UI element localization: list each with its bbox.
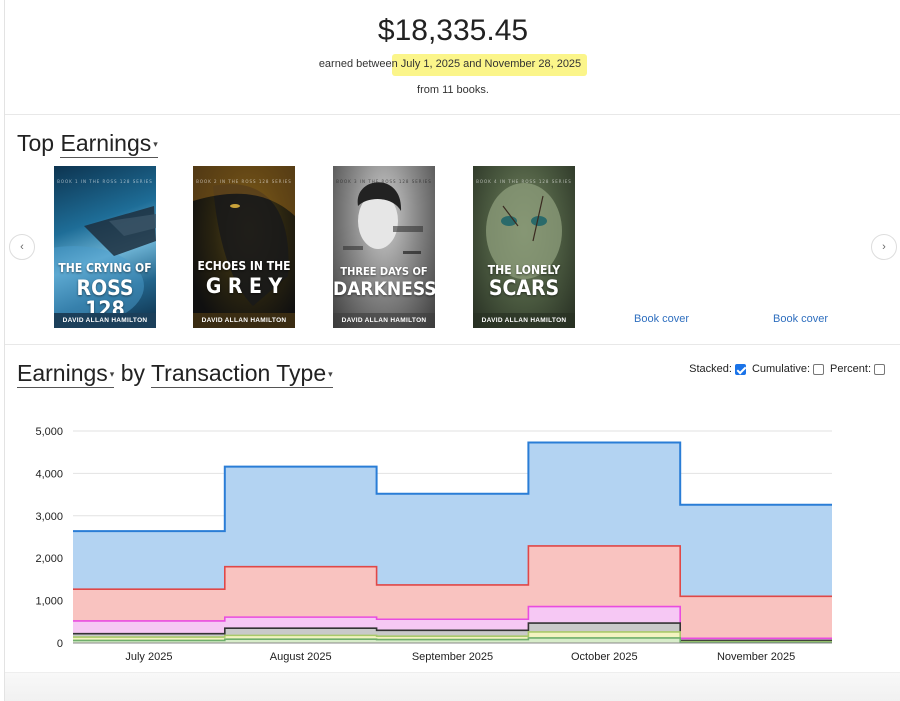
- series-line-5: [73, 637, 832, 644]
- series-line-0: [73, 441, 832, 533]
- breakdown-metric-dropdown[interactable]: Earnings ▾: [17, 360, 115, 388]
- cover-author: DAVID ALLAN HAMILTON: [54, 313, 156, 328]
- x-tick-label: October 2025: [571, 651, 638, 663]
- carousel-prev-button[interactable]: ‹: [9, 234, 35, 260]
- cover-series-text: BOOK 4 IN THE ROSS 128 SERIES: [476, 179, 572, 184]
- cover-series-text: BOOK 3 IN THE ROSS 128 SERIES: [336, 179, 432, 184]
- dimension-dropdown-label: Transaction Type: [150, 360, 327, 386]
- x-tick-label: September 2025: [412, 651, 493, 663]
- cover-art: [486, 183, 562, 279]
- cover-author: DAVID ALLAN HAMILTON: [473, 313, 575, 328]
- caret-down-icon: ▾: [153, 139, 158, 150]
- top-earnings-prefix: Top: [17, 130, 55, 156]
- y-tick-label: 0: [57, 638, 63, 650]
- chart-toggles: Stacked: Cumulative: Percent:: [689, 363, 888, 375]
- metric-dropdown-label: Earnings: [60, 130, 152, 156]
- carousel-next-button[interactable]: ›: [871, 234, 897, 260]
- cover-title-line2: SCARS: [488, 276, 560, 300]
- cover-title-line1: THE LONELY: [487, 263, 561, 277]
- series-line-4: [73, 631, 832, 643]
- percent-checkbox[interactable]: [874, 363, 885, 375]
- earnings-summary: $18,335.45 earned between July 1, 2025 a…: [5, 0, 900, 115]
- x-tick-label: November 2025: [717, 651, 795, 663]
- cover-series-text: BOOK 1 IN THE ROSS 128 SERIES: [57, 179, 153, 184]
- date-range-prefix: earned betwee: [318, 58, 392, 70]
- cover-art: [54, 206, 156, 326]
- book-cover-3[interactable]: BOOK 3 IN THE ROSS 128 SERIES THREE DAYS…: [333, 166, 435, 328]
- y-tick-label: 2,000: [35, 553, 63, 565]
- cover-author: DAVID ALLAN HAMILTON: [333, 313, 435, 328]
- cover-title-line2: G R E Y: [205, 274, 283, 298]
- cumulative-checkbox[interactable]: [813, 363, 825, 375]
- y-tick-label: 5,000: [35, 426, 63, 438]
- book-cover-4[interactable]: BOOK 4 IN THE ROSS 128 SERIES THE LONELY…: [473, 166, 575, 328]
- cover-author: DAVID ALLAN HAMILTON: [193, 313, 295, 328]
- caret-down-icon: ▾: [109, 369, 115, 380]
- cover-series-text: BOOK 2 IN THE ROSS 128 SERIES: [196, 179, 292, 184]
- cumulative-label: Cumulative:: [751, 363, 811, 375]
- chevron-right-icon: ›: [882, 241, 886, 253]
- section-divider: [5, 344, 900, 345]
- book-cover-1[interactable]: BOOK 1 IN THE ROSS 128 SERIES THE CRYING…: [54, 166, 156, 328]
- stacked-label: Stacked:: [689, 363, 732, 375]
- x-tick-label: August 2025: [270, 651, 332, 663]
- date-range-text: earned between July 1, 2025 and November…: [5, 54, 900, 76]
- total-earnings: $18,335.45: [377, 14, 529, 47]
- earnings-stacked-area-chart: 0 1,000 2,000 3,000 4,000 5,000 July 2025 Augus…: [35, 426, 832, 663]
- books-count-text: from 11 books.: [417, 84, 489, 96]
- x-tick-label: July 2025: [125, 651, 172, 663]
- breakdown-by-text: by: [120, 360, 145, 386]
- cover-title-line1: ECHOES IN THE: [197, 259, 291, 273]
- book-cover-placeholder-6[interactable]: Book cover: [773, 313, 829, 325]
- series-area-5: [73, 637, 832, 643]
- stacked-checkbox[interactable]: [734, 363, 746, 375]
- cover-title-line1: THREE DAYS OF: [340, 265, 428, 278]
- breakdown-title: Earnings ▾ by Transaction Type ▾: [17, 360, 333, 388]
- cover-title-line1: THE CRYING OF: [58, 261, 152, 275]
- book-cover-placeholder-5[interactable]: Book cover: [634, 313, 690, 325]
- cover-title-line2: DARKNESS: [333, 278, 435, 300]
- percent-label: Percent:: [830, 363, 871, 375]
- cover-art: [343, 182, 423, 254]
- caret-down-icon: ▾: [328, 369, 333, 380]
- y-tick-label: 3,000: [35, 511, 63, 523]
- series-line-1: [73, 545, 832, 598]
- breakdown-dimension-dropdown[interactable]: Transaction Type ▾: [150, 360, 333, 388]
- cover-art: [193, 166, 295, 306]
- book-cover-2[interactable]: BOOK 2 IN THE ROSS 128 SERIES ECHOES IN …: [193, 166, 295, 328]
- top-earnings-metric-dropdown[interactable]: Earnings ▾: [60, 130, 158, 158]
- page-footer-band: [5, 672, 900, 701]
- y-tick-label: 4,000: [35, 468, 63, 480]
- page-frame: $18,335.45 earned between July 1, 2025 a…: [4, 0, 900, 701]
- metric-dropdown-label: Earnings: [17, 360, 108, 386]
- y-tick-label: 1,000: [35, 596, 63, 608]
- chevron-left-icon: ‹: [20, 241, 24, 253]
- date-range-highlight: n July 1, 2025 and November 28, 2025: [391, 54, 588, 76]
- top-earnings-title: Top Earnings ▾: [17, 130, 158, 158]
